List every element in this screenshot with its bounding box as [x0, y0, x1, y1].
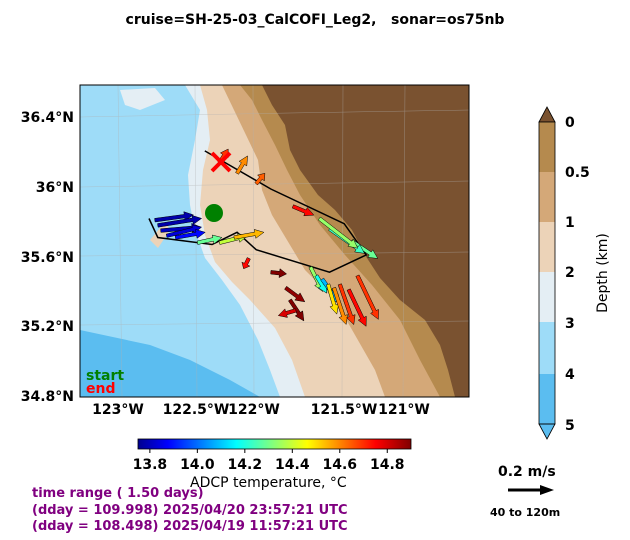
end-label: end [86, 381, 115, 397]
track-line [148, 150, 368, 274]
start-label: start [86, 368, 124, 384]
lat-tick: 36.4°N [21, 110, 74, 126]
current-vector-arrow [165, 224, 203, 238]
temperature-tick: 14.6 [323, 457, 358, 473]
current-vector-arrow [288, 298, 305, 322]
temperature-tick: 14.0 [180, 457, 215, 473]
current-vector-arrow [284, 285, 306, 303]
current-vector-arrow [355, 274, 379, 320]
lon-tick: 122.5°W [163, 402, 230, 418]
scale-arrow [508, 485, 554, 495]
current-vector-arrow [174, 229, 206, 240]
temperature-colorbar-label: ADCP temperature, °C [190, 475, 347, 491]
current-vector-arrow [157, 215, 203, 228]
temperature-colorbar: 13.8 14.0 14.2 14.4 14.6 14.8 [133, 438, 412, 473]
time-range: time range ( 1.50 days) [32, 486, 204, 501]
depth-tick: 2 [565, 265, 575, 281]
current-vector-arrow [326, 283, 339, 315]
scale-label: 0.2 m/s [498, 464, 556, 480]
current-vector-arrow [331, 286, 348, 326]
depth-tick: 0.5 [565, 165, 590, 181]
current-vector-arrow [337, 283, 356, 326]
current-vector-arrow [291, 204, 315, 217]
temperature-tick: 14.8 [370, 457, 405, 473]
depth-tick: 1 [565, 215, 575, 231]
lon-tick: 122°W [228, 402, 280, 418]
map-area [80, 85, 469, 397]
lon-tick: 121°W [378, 402, 430, 418]
end-marker [210, 151, 232, 173]
lat-tick: 36°N [36, 180, 74, 196]
start-marker [205, 204, 223, 222]
current-vector-arrow [346, 288, 367, 327]
current-vectors [154, 148, 379, 327]
current-vector-arrow [270, 268, 288, 279]
lon-tick: 121.5°W [311, 402, 378, 418]
depth-tick: 5 [565, 418, 575, 434]
depth-tick: 3 [565, 316, 575, 332]
current-vector-arrow [233, 229, 265, 240]
page-title: cruise=SH-25-03_CalCOFI_Leg2, sonar=os75… [125, 12, 505, 28]
current-vector-arrow [154, 211, 194, 223]
current-vector-arrow [241, 257, 251, 270]
current-vector-arrow [196, 234, 223, 245]
map-frame [79, 84, 470, 398]
lat-tick: 35.6°N [21, 250, 74, 266]
ship-track [148, 150, 368, 274]
depth-tick: 4 [565, 367, 575, 383]
current-vector-arrow [350, 239, 379, 259]
start-time: (dday = 108.498) 2025/04/19 11:57:21 UTC [32, 519, 348, 534]
depth-tick: 0 [565, 115, 575, 131]
current-vector-arrow [254, 172, 266, 186]
scale-depth-range: 40 to 120m [490, 506, 561, 519]
current-vector-arrow [235, 155, 248, 175]
lat-tick: 35.2°N [21, 319, 74, 335]
temperature-tick: 14.4 [275, 457, 310, 473]
lon-tick: 123°W [92, 402, 144, 418]
lat-tick: 34.8°N [21, 389, 74, 405]
current-vector-arrow [317, 216, 359, 249]
depth-colorbar-label: Depth (km) [595, 233, 611, 313]
end-time: (dday = 109.998) 2025/04/20 23:57:21 UTC [32, 503, 348, 518]
depth-colorbar: 0 0.5 1 2 3 4 5 Depth (km) [538, 106, 611, 440]
current-vector-arrow [277, 308, 297, 318]
temperature-tick: 14.2 [228, 457, 263, 473]
temperature-tick: 13.8 [133, 457, 168, 473]
